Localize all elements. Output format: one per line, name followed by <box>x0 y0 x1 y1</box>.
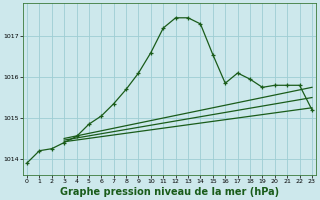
X-axis label: Graphe pression niveau de la mer (hPa): Graphe pression niveau de la mer (hPa) <box>60 187 279 197</box>
